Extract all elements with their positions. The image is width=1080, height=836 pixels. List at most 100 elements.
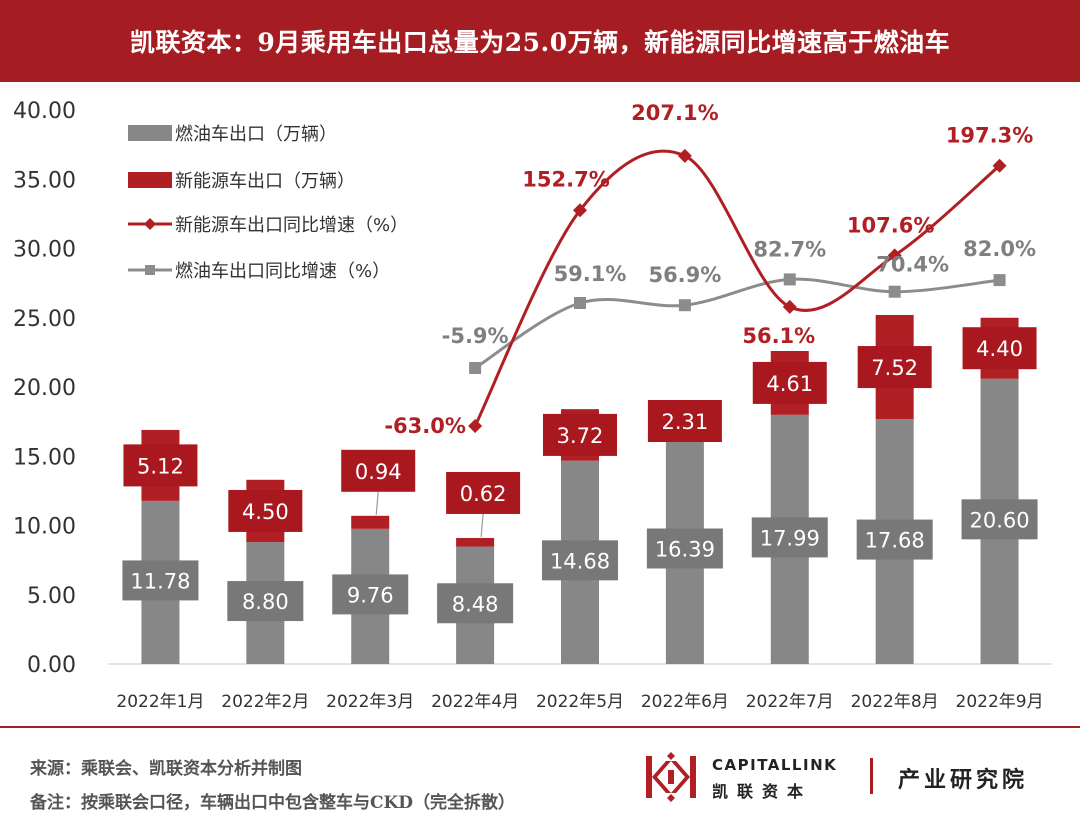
logo-chinese: 凯联资本: [712, 782, 813, 801]
ev-growth-label: 152.7%: [522, 167, 609, 191]
fuel-value-box: [646, 528, 723, 569]
fuel-value-label: 20.60: [969, 508, 1029, 532]
fuel-growth-label: 82.0%: [963, 237, 1036, 261]
ev-bar: [456, 537, 495, 547]
fuel-value-box: [332, 574, 409, 615]
fuel-growth-marker: [993, 274, 1006, 287]
fuel-growth-label: 70.4%: [876, 253, 949, 277]
fuel-value-label: 8.48: [452, 592, 499, 616]
legend-ev-label: 新能源车出口（万辆）: [175, 171, 355, 192]
y-tick-label: 30.00: [13, 238, 76, 263]
y-tick-label: 5.00: [27, 584, 76, 609]
growth-lines: -5.9% 59.1% 56.9% 82.7% 70.4% 82.0% -63.0% 152.…: [384, 101, 1036, 438]
ev-growth-label: 107.6%: [847, 213, 934, 237]
ev-value-label: 7.52: [871, 356, 918, 380]
ev-value-label: 5.12: [137, 454, 184, 478]
fuel-value-box: [227, 581, 304, 622]
fuel-value-label: 8.80: [242, 590, 289, 614]
logo-department: 产业研究院: [898, 767, 1029, 793]
ev-growth-label: -63.0%: [384, 414, 466, 438]
ev-growth-marker: [887, 248, 902, 263]
fuel-value-label: 11.78: [130, 569, 190, 593]
fuel-value-label: 16.39: [655, 537, 715, 561]
capitallink-logo-icon: [646, 752, 696, 802]
legend-fuel-growth-marker: [145, 265, 155, 275]
export-chart: 0.00 5.00 10.00 15.00 20.00 25.00 30.00 35.00 40…: [13, 99, 1052, 712]
fuel-value-box: [961, 499, 1038, 540]
ev-value-box: [446, 471, 521, 514]
x-tick-label: 2022年2月: [221, 692, 309, 712]
legend: 燃油车出口（万辆） 新能源车出口（万辆） 新能源车出口同比增速（%） 燃油车出口同比增…: [128, 124, 408, 282]
ev-growth-marker: [782, 299, 797, 314]
ev-value-label: 4.50: [242, 500, 289, 524]
source-note: 来源：乘联会、凯联资本分析并制图: [30, 759, 302, 779]
footnotes: 来源：乘联会、凯联资本分析并制图 备注：按乘联会口径，车辆出口中包含整车与CKD…: [30, 752, 630, 820]
fuel-growth-label: 59.1%: [554, 262, 627, 286]
fuel-growth-marker: [783, 273, 796, 286]
y-tick-label: 15.00: [13, 445, 76, 470]
y-axis: 0.00 5.00 10.00 15.00 20.00 25.00 30.00 35.00 40…: [13, 99, 76, 678]
fuel-value-label: 17.68: [865, 529, 925, 553]
fuel-value-label: 9.76: [347, 583, 394, 607]
y-tick-label: 40.00: [13, 99, 76, 124]
page-title: 凯联资本：9月乘用车出口总量为25.0万辆，新能源同比增速高于燃油车: [0, 0, 1080, 82]
legend-ev-growth-label: 新能源车出口同比增速（%）: [175, 215, 408, 236]
ev-value-label: 3.72: [557, 424, 604, 448]
ev-growth-marker: [573, 203, 587, 218]
x-tick-label: 2022年5月: [536, 692, 624, 712]
x-tick-label: 2022年9月: [956, 692, 1044, 712]
ev-value-box: [647, 400, 722, 443]
ev-value-label: 4.40: [976, 337, 1023, 361]
ev-value-box: [123, 444, 198, 487]
legend-ev-growth-marker: [144, 218, 156, 230]
ev-growth-marker: [677, 148, 692, 163]
fuel-growth-marker: [469, 362, 482, 374]
fuel-growth-label: 82.7%: [753, 237, 826, 261]
fuel-growth-marker: [678, 299, 691, 312]
fuel-value-label: 17.99: [760, 526, 820, 550]
ev-value-box: [543, 413, 617, 456]
ev-value-box: [228, 489, 303, 532]
y-tick-label: 10.00: [13, 515, 76, 540]
legend-fuel-swatch: [128, 125, 172, 141]
legend-fuel-label: 燃油车出口（万辆）: [175, 124, 337, 145]
fuel-value-box: [122, 560, 199, 601]
x-tick-label: 2022年3月: [326, 692, 414, 712]
fuel-growth-marker: [574, 297, 586, 309]
x-tick-label: 2022年7月: [746, 692, 834, 712]
x-tick-label: 2022年1月: [116, 692, 204, 712]
remark-note: 备注：按乘联会口径，车辆出口中包含整车与CKD（完全拆散）: [30, 793, 516, 813]
ev-value-label: 4.61: [766, 372, 813, 396]
capitallink-logo: CAPITALLINK 凯联资本 产业研究院: [640, 744, 1070, 810]
ev-growth-label: 56.1%: [742, 324, 815, 348]
fuel-growth-line: [474, 277, 1000, 370]
bars: 11.78 8.80 9.76 8.48 14.68 16.39 17.99 17.68 20.…: [122, 314, 1038, 664]
ev-leader-line: [375, 491, 379, 515]
footer-divider: [0, 726, 1080, 728]
logo-english: CAPITALLINK: [712, 756, 838, 774]
fuel-growth-marker: [888, 285, 901, 298]
x-tick-label: 2022年6月: [641, 692, 729, 712]
ev-value-box: [341, 449, 416, 492]
ev-value-box: [962, 327, 1037, 370]
legend-fuel-growth-label: 燃油车出口同比增速（%）: [175, 261, 390, 282]
x-tick-label: 2022年8月: [851, 692, 939, 712]
ev-value-label: 0.62: [460, 482, 507, 506]
ev-growth-label: 207.1%: [631, 101, 718, 125]
logo-separator: [870, 758, 873, 794]
y-tick-label: 20.00: [13, 376, 76, 401]
ev-growth-marker: [992, 158, 1007, 173]
ev-bar: [351, 515, 390, 529]
y-tick-label: 35.00: [13, 168, 76, 193]
ev-growth-marker: [468, 419, 483, 433]
ev-growth-label: 197.3%: [946, 124, 1033, 148]
y-tick-label: 25.00: [13, 307, 76, 332]
fuel-value-box: [856, 519, 933, 560]
fuel-value-box: [751, 517, 828, 558]
fuel-growth-label: 56.9%: [648, 263, 721, 287]
ev-value-label: 2.31: [662, 410, 709, 434]
fuel-value-box: [437, 583, 514, 624]
legend-ev-swatch: [128, 172, 172, 188]
fuel-value-label: 14.68: [550, 549, 610, 573]
x-axis: 2022年1月 2022年2月 2022年3月 2022年4月 2022年5月 2022年…: [116, 692, 1043, 712]
